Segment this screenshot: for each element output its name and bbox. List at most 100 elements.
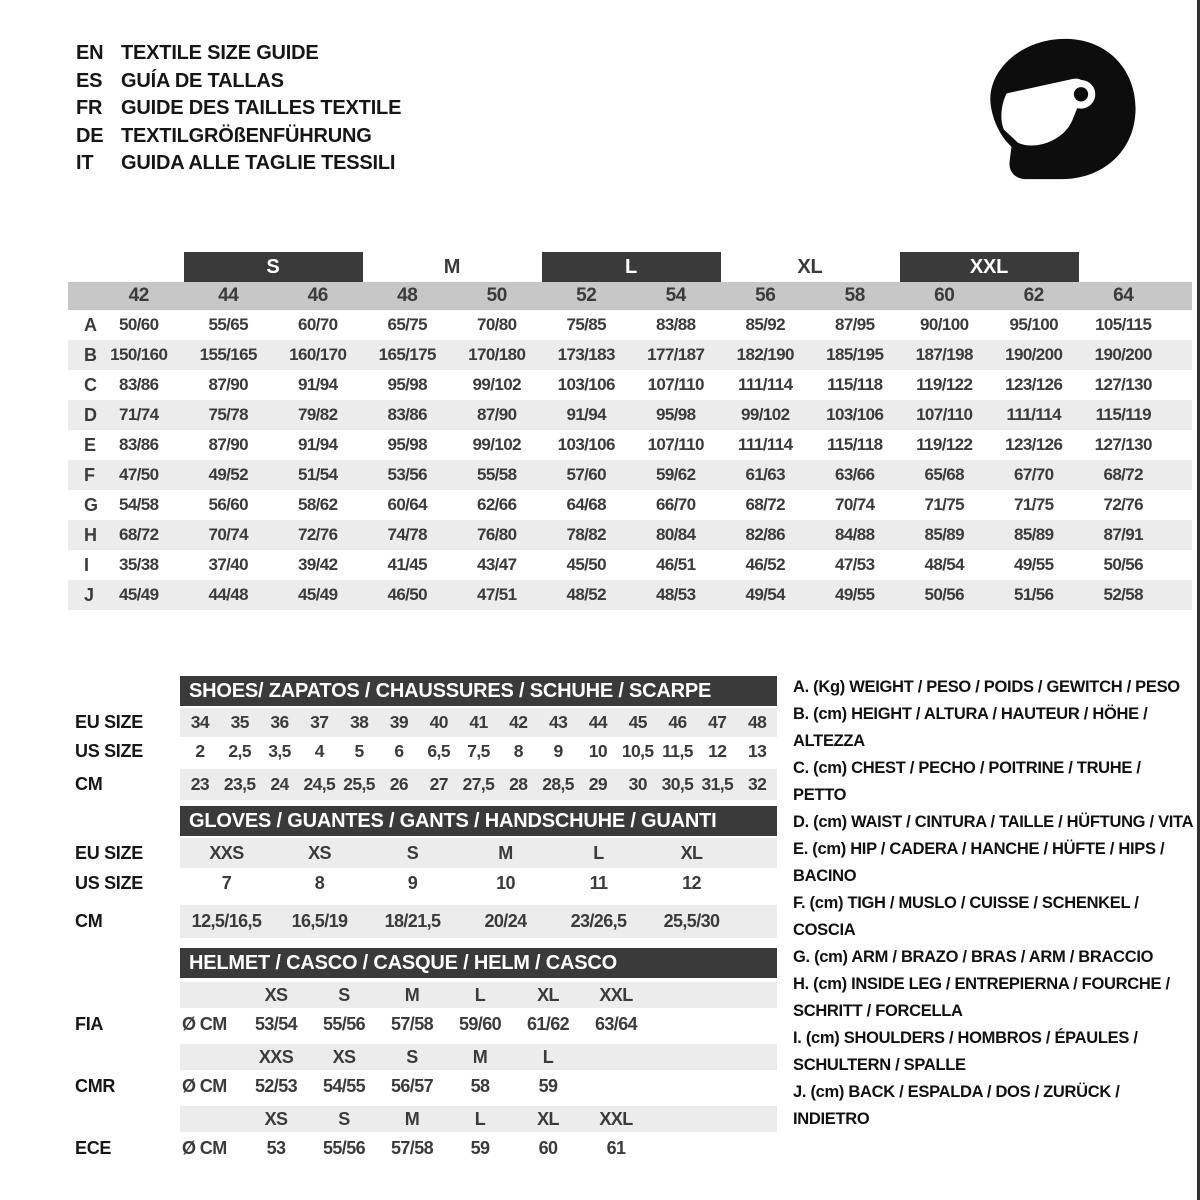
measurement-value: 54/58: [118, 495, 159, 514]
size-value: 13: [747, 741, 767, 761]
row-letter: B: [84, 345, 97, 365]
measurement-value: 103/106: [826, 405, 884, 424]
size-value: 25,5/30: [663, 911, 720, 931]
measurement-value: 39/42: [297, 555, 338, 574]
size-value: 31,5: [701, 774, 734, 794]
row-values: Ø CM 52/53 54/55 56/57 58 59: [180, 1070, 777, 1102]
measurement-value: 47/51: [476, 585, 517, 604]
helmet-size-label: XXL: [599, 1109, 633, 1129]
guide-title: GUIDA ALLE TAGLIE TESSILI: [121, 152, 396, 174]
size-value: 27: [429, 774, 449, 794]
measurement-value: 87/90: [208, 375, 249, 394]
measurement-value: 83/86: [118, 375, 159, 394]
measurement-value: 119/122: [916, 435, 973, 454]
table-row: EU SIZE 34 35 36 37 38 39 40 41 42 43 44 45 46 47 48: [75, 708, 777, 737]
language-title-row: EN TEXTILE SIZE GUIDE: [76, 40, 401, 68]
helmet-size-label: XS: [264, 985, 288, 1005]
row-values: 34 35 36 37 38 39 40 41 42 43 44 45 46 47 48: [180, 708, 777, 737]
size-value: 16,5/19: [291, 911, 348, 931]
size-value: 12,5/16,5: [191, 911, 262, 931]
size-value: 18/21,5: [384, 911, 441, 931]
row-label: US SIZE: [75, 741, 143, 761]
measurement-value: 71/74: [118, 405, 159, 424]
helmet-size-label: M: [404, 1109, 420, 1129]
size-value: 27,5: [462, 774, 495, 794]
measurement-value: 182/190: [736, 345, 795, 364]
size-value: 30: [628, 774, 648, 794]
language-title-row: ES GUÍA DE TALLAS: [76, 68, 401, 96]
helmet-size-section: HELMET / CASCO / CASQUE / HELM / CASCO X…: [75, 948, 777, 1164]
helmet-size-value: 53/54: [254, 1014, 298, 1034]
standard-label-ece: ECE: [75, 1137, 112, 1158]
spacer-cell: [180, 1106, 242, 1132]
table-row: FIA Ø CM 53/54 55/56 57/58 59/60 61/62 63/64: [75, 1008, 777, 1040]
measurement-value: 47/53: [834, 555, 875, 574]
measurement-value: 64/68: [566, 495, 607, 514]
measurement-value: 43/47: [476, 555, 517, 574]
measurement-value: 70/74: [208, 525, 249, 544]
helmet-size-value: 52/53: [254, 1076, 298, 1096]
measurement-value: 80/84: [655, 525, 696, 544]
measurement-legend: A. (Kg) WEIGHT / PESO / POIDS / GEWITCH …: [793, 674, 1197, 1133]
guide-title: TEXTILGRÖßENFÜHRUNG: [121, 124, 372, 147]
row-letter: C: [84, 375, 97, 395]
measurement-value: 78/82: [566, 525, 607, 544]
helmet-size-label: M: [472, 1047, 488, 1067]
measurement-value: 65/75: [387, 315, 428, 334]
row-label: CM: [75, 774, 103, 794]
language-title-row: FR GUIDE DES TAILLES TEXTILE: [76, 95, 401, 123]
language-title-list: EN TEXTILE SIZE GUIDE ES GUÍA DE TALLAS FR GU…: [76, 40, 401, 178]
legend-item: I. (cm) SHOULDERS / HOMBROS / ÉPAULES / …: [793, 1029, 1138, 1074]
row-letter: F: [84, 465, 95, 485]
guide-title: GUIDE DES TAILLES TEXTILE: [121, 97, 402, 119]
row-values: 23 23,5 24 24,5 25,5 26 27 27,5 28 28,5 29 30 30,5 31…: [180, 769, 777, 800]
measurement-value: 66/70: [655, 495, 696, 514]
measurement-value: 123/126: [1005, 435, 1063, 454]
helmet-size-value: 53: [266, 1138, 286, 1158]
measurement-value: 37/40: [208, 555, 249, 574]
apparel-size-table: S M L XL XXL 42 44 46 48 50 52 54 56 58 60 62 64 A 50/60…: [68, 252, 1192, 610]
measurement-value: 85/89: [1013, 525, 1054, 544]
gloves-section-title: GLOVES / GUANTES / GANTS / HANDSCHUHE / …: [180, 806, 777, 836]
size-value: 10: [588, 741, 608, 761]
measurement-value: 48/54: [924, 555, 965, 574]
measurement-value: 49/52: [208, 465, 249, 484]
size-value: XL: [680, 843, 703, 863]
row-values: Ø CM 53/54 55/56 57/58 59/60 61/62 63/64: [180, 1008, 777, 1040]
row-letter: D: [84, 405, 97, 425]
measurement-value: 95/98: [655, 405, 696, 424]
row-label: EU SIZE: [75, 842, 143, 863]
size-value: 7,5: [467, 741, 490, 761]
table-row: C 83/86 87/90 91/94 95/98 99/102 103/106 107/11…: [68, 370, 1192, 400]
measurement-value: 53/56: [387, 465, 428, 484]
table-row: G 54/58 56/60 58/62 60/64 62/66 64/68 66/70 68/7…: [68, 490, 1192, 520]
size-value: 28,5: [542, 774, 574, 794]
helmet-size-value: 59/60: [458, 1014, 502, 1034]
size-band-row: S M L XL XXL: [68, 252, 1192, 282]
size-column-header: 54: [665, 285, 687, 306]
helmet-sizes-row: XXS XS S M L: [180, 1044, 777, 1070]
table-row: CM 23 23,5 24 24,5 25,5 26 27 27,5 28 28,5 29 30 30,5…: [75, 769, 777, 800]
size-value: XXS: [209, 843, 244, 863]
measurement-value: 46/51: [655, 555, 696, 574]
measurement-value: 41/45: [387, 555, 428, 574]
language-code: DE: [76, 124, 104, 147]
table-row: B 150/160 155/165 160/170 165/175 170/180 173/…: [68, 340, 1192, 370]
size-value: 32: [747, 774, 767, 794]
size-value: 3,5: [268, 741, 291, 761]
row-values: 12,5/16,5 16,5/19 18/21,5 20/24 23/26,5 25,5/…: [180, 905, 777, 938]
size-column-header: 46: [307, 285, 329, 306]
size-value: 10: [496, 873, 515, 893]
helmet-size-value: 55/56: [322, 1138, 366, 1158]
guide-title: TEXTILE SIZE GUIDE: [121, 42, 319, 64]
language-title-row: DE TEXTILGRÖßENFÜHRUNG: [76, 123, 401, 151]
spacer-cell: [180, 982, 242, 1008]
size-value: 43: [548, 712, 568, 732]
legend-item: A. (Kg) WEIGHT / PESO / POIDS / GEWITCH …: [793, 678, 1180, 696]
size-value: 20/24: [484, 911, 527, 931]
row-letter: H: [84, 525, 97, 545]
language-code: ES: [76, 69, 103, 92]
size-value: 40: [429, 712, 449, 732]
measurement-value: 123/126: [1005, 375, 1063, 394]
language-code: EN: [76, 42, 104, 64]
